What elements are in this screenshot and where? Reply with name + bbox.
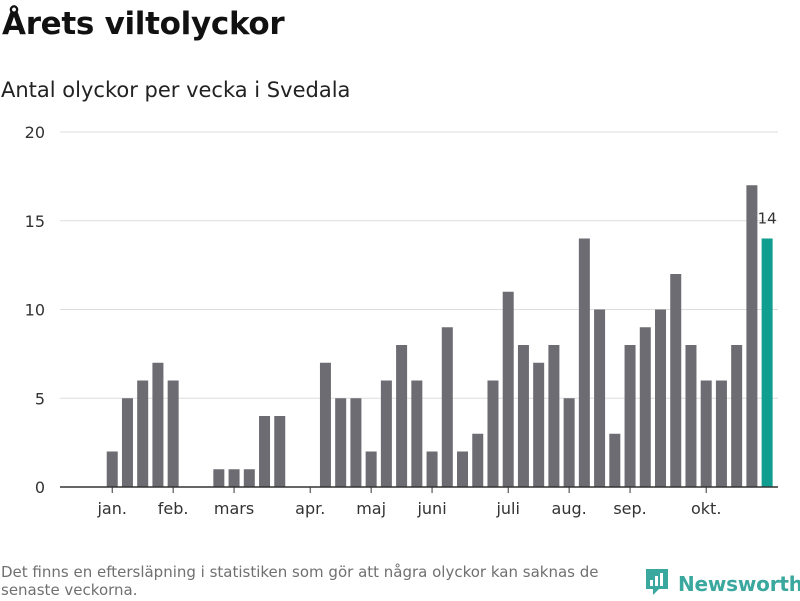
y-tick-label: 10: [25, 301, 45, 320]
bar: [533, 362, 545, 487]
x-tick-label: okt.: [691, 499, 721, 518]
bar: [700, 380, 712, 487]
bar: [167, 380, 179, 487]
bar: [731, 345, 743, 487]
bar: [137, 380, 149, 487]
bar: [502, 291, 514, 487]
bar: [594, 309, 606, 487]
brand-name: Newsworthy: [678, 572, 800, 596]
bar: [335, 398, 347, 487]
bar: [670, 274, 682, 487]
bar-chart: 0 5 10 15 20 14 jan. feb. mars apr. maj juni juli a…: [25, 123, 778, 518]
x-tick-label: jan.: [96, 499, 126, 518]
bar: [685, 345, 697, 487]
bar: [441, 327, 453, 487]
y-tick-label: 20: [25, 123, 45, 142]
bar: [152, 362, 164, 487]
x-tick-label: feb.: [158, 499, 189, 518]
bar: [365, 451, 377, 487]
bar: [411, 380, 423, 487]
bar: [350, 398, 362, 487]
bar-value-label: 14: [758, 210, 777, 228]
bar-labels: 14: [758, 210, 777, 228]
bar: [457, 451, 469, 487]
bar: [655, 309, 667, 487]
chart-speech-bubble-icon: [644, 567, 670, 601]
bar: [563, 398, 575, 487]
chart-subtitle: Antal olyckor per vecka i Svedala: [1, 78, 351, 102]
bars: [106, 185, 773, 487]
x-axis-ticks: jan. feb. mars apr. maj juni juli aug. sep. okt.: [96, 487, 721, 518]
bar: [609, 433, 621, 487]
bar: [715, 380, 727, 487]
y-tick-label: 5: [35, 389, 45, 408]
bar: [487, 380, 499, 487]
bar: [426, 451, 438, 487]
bar: [259, 416, 271, 487]
y-axis-ticks: 0 5 10 15 20: [25, 123, 45, 497]
bar: [517, 345, 529, 487]
bar: [274, 416, 286, 487]
bar: [121, 398, 133, 487]
y-tick-label: 0: [35, 478, 45, 497]
bar: [746, 185, 758, 487]
footnote: Det finns en eftersläpning i statistiken…: [1, 563, 599, 599]
x-tick-label: sep.: [613, 499, 646, 518]
bar-highlighted: [761, 238, 773, 487]
bar: [548, 345, 560, 487]
bar: [319, 362, 331, 487]
bar: [639, 327, 651, 487]
x-tick-label: mars: [214, 499, 254, 518]
bar: [243, 469, 255, 487]
x-tick-label: apr.: [295, 499, 325, 518]
bar: [578, 238, 590, 487]
bar: [624, 345, 636, 487]
bar: [106, 451, 118, 487]
x-tick-label: juni: [416, 499, 446, 518]
y-tick-label: 15: [25, 212, 45, 231]
bar: [213, 469, 225, 487]
x-tick-label: juli: [495, 499, 519, 518]
bar: [380, 380, 392, 487]
bar: [472, 433, 484, 487]
brand-logo[interactable]: Newsworthy: [644, 568, 800, 600]
x-tick-label: aug.: [552, 499, 587, 518]
bar: [228, 469, 240, 487]
x-tick-label: maj: [356, 499, 386, 518]
chart-title: Årets viltolyckor: [2, 6, 285, 42]
bar: [396, 345, 408, 487]
